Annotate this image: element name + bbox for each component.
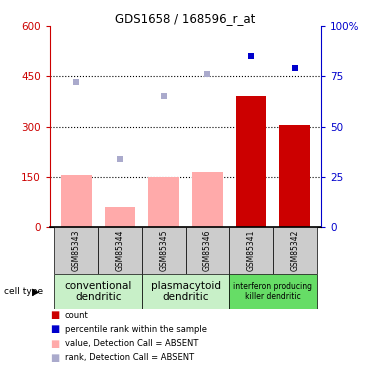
Text: ■: ■ [50,324,59,334]
Point [292,65,298,71]
Text: ■: ■ [50,353,59,363]
Text: GSM85343: GSM85343 [72,230,81,271]
Bar [142,227,186,274]
Bar [279,125,310,227]
Bar [192,172,223,227]
Text: GSM85344: GSM85344 [115,230,125,271]
Text: GSM85346: GSM85346 [203,230,212,271]
Bar [55,274,142,309]
Text: ▶: ▶ [32,286,40,297]
Title: GDS1658 / 168596_r_at: GDS1658 / 168596_r_at [115,12,256,25]
Text: ■: ■ [50,339,59,348]
Bar [273,227,316,274]
Bar [61,175,92,227]
Point [73,80,79,86]
Bar [186,227,229,274]
Point [248,53,254,59]
Text: rank, Detection Call = ABSENT: rank, Detection Call = ABSENT [65,353,194,362]
Bar [55,227,98,274]
Point [117,156,123,162]
Text: ■: ■ [50,310,59,320]
Point [161,93,167,99]
Point [204,71,210,77]
Text: plasmacytoid
dendritic: plasmacytoid dendritic [151,281,220,302]
Text: percentile rank within the sample: percentile rank within the sample [65,325,207,334]
Text: GSM85345: GSM85345 [159,230,168,271]
Text: cell type: cell type [4,287,43,296]
Bar [229,227,273,274]
Text: GSM85341: GSM85341 [246,230,256,271]
Text: value, Detection Call = ABSENT: value, Detection Call = ABSENT [65,339,198,348]
Text: GSM85342: GSM85342 [290,230,299,271]
Bar [236,96,266,227]
Bar [229,274,316,309]
Text: interferon producing
killer dendritic: interferon producing killer dendritic [233,282,312,301]
Bar [142,274,229,309]
Bar [105,207,135,227]
Bar [98,227,142,274]
Bar [148,177,179,227]
Text: conventional
dendritic: conventional dendritic [65,281,132,302]
Text: count: count [65,310,89,320]
